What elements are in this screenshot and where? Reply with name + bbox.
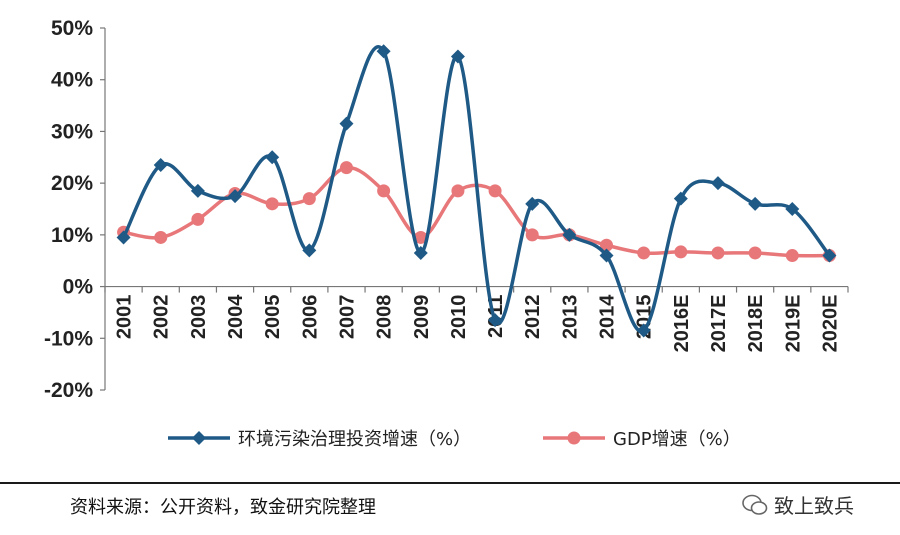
- series-layer: [116, 44, 837, 338]
- y-tick-label: 0%: [63, 276, 94, 299]
- y-axis: 50% 40% 30% 20% 10% 0% -10% -20%: [44, 17, 106, 402]
- y-tick-label: 50%: [51, 17, 93, 40]
- data-point: [488, 313, 503, 328]
- data-point: [339, 116, 354, 131]
- x-tick-label: 2006: [299, 295, 321, 340]
- data-point: [636, 323, 651, 338]
- y-tick-label: 30%: [51, 120, 93, 143]
- data-point: [228, 189, 243, 204]
- data-point: [748, 196, 763, 211]
- y-tick-label: -20%: [44, 379, 93, 402]
- legend: 环境污染治理投资增速（%） GDP增速（%）: [168, 429, 741, 450]
- data-point: [191, 212, 205, 226]
- data-point: [488, 184, 502, 198]
- x-tick-label: 2010: [448, 295, 470, 340]
- x-tick-label: 2016E: [671, 295, 693, 353]
- y-tick-label: -10%: [44, 327, 93, 350]
- x-tick-label: 2012: [522, 295, 544, 340]
- data-point: [711, 246, 725, 260]
- x-tick-label: 2008: [374, 295, 396, 340]
- data-point: [674, 245, 688, 259]
- legend-swatch-marker: [567, 431, 581, 445]
- data-point: [265, 150, 280, 165]
- x-tick-label: 2001: [114, 295, 136, 340]
- x-tick-label: 2017E: [708, 295, 730, 353]
- x-axis: 2001 2002 2003 2004 2005 2006 2007 2008 2009 2010…: [104, 285, 849, 353]
- x-tick-label: 2013: [559, 295, 581, 340]
- watermark-text: 致上致兵: [774, 494, 854, 518]
- data-point: [822, 248, 837, 263]
- data-point: [748, 246, 762, 260]
- data-point: [451, 184, 465, 198]
- x-tick-label: 2018E: [745, 295, 767, 353]
- data-point: [562, 227, 577, 242]
- x-tick-label: 2003: [188, 295, 210, 340]
- data-point: [302, 243, 317, 258]
- x-tick-label: 2007: [336, 295, 358, 340]
- legend-item: 环境污染治理投资增速（%）: [168, 429, 471, 450]
- data-point: [785, 202, 800, 216]
- data-point: [376, 44, 391, 59]
- legend-swatch-marker: [192, 431, 206, 445]
- data-point: [414, 230, 428, 244]
- footer-divider: [0, 482, 900, 484]
- data-point: [525, 196, 540, 211]
- x-tick-label: 2002: [151, 295, 173, 340]
- data-point: [377, 184, 391, 198]
- watermark: 致上致兵: [742, 490, 854, 519]
- legend-item: GDP增速（%）: [543, 429, 741, 450]
- data-point: [413, 245, 428, 260]
- x-tick-label: 2005: [262, 295, 284, 340]
- data-point: [116, 230, 131, 245]
- y-tick-label: 40%: [51, 69, 93, 92]
- data-point: [302, 192, 316, 206]
- data-point: [637, 246, 651, 260]
- data-point: [153, 158, 168, 173]
- wechat-icon: [742, 494, 768, 515]
- data-point: [450, 49, 465, 64]
- data-point: [339, 161, 353, 175]
- data-point: [785, 249, 799, 263]
- x-tick-label: 2020E: [819, 295, 841, 353]
- data-point: [599, 248, 614, 263]
- x-tick-label: 2004: [225, 294, 247, 339]
- legend-label: 环境污染治理投资增速（%）: [238, 429, 471, 450]
- data-point: [190, 183, 205, 198]
- source-note: 资料来源：公开资料，致金研究院整理: [70, 497, 376, 518]
- y-tick-label: 10%: [51, 224, 93, 247]
- data-point: [525, 228, 539, 242]
- y-tick-label: 20%: [51, 172, 93, 195]
- legend-label: GDP增速（%）: [613, 429, 741, 450]
- data-point: [600, 238, 614, 252]
- series-env-investment: [116, 44, 837, 338]
- data-point: [710, 176, 725, 191]
- x-tick-label: 2009: [411, 295, 433, 340]
- x-tick-label: 2014: [597, 294, 619, 339]
- x-tick-label: 2019E: [782, 295, 804, 353]
- data-point: [154, 230, 168, 244]
- data-point: [673, 191, 688, 206]
- x-tick-label: 2015: [634, 295, 656, 340]
- data-point: [265, 197, 279, 211]
- line-chart: 50%40%30%20%10%0%-10%-20% 2001 2002 2003 20…: [44, 17, 849, 450]
